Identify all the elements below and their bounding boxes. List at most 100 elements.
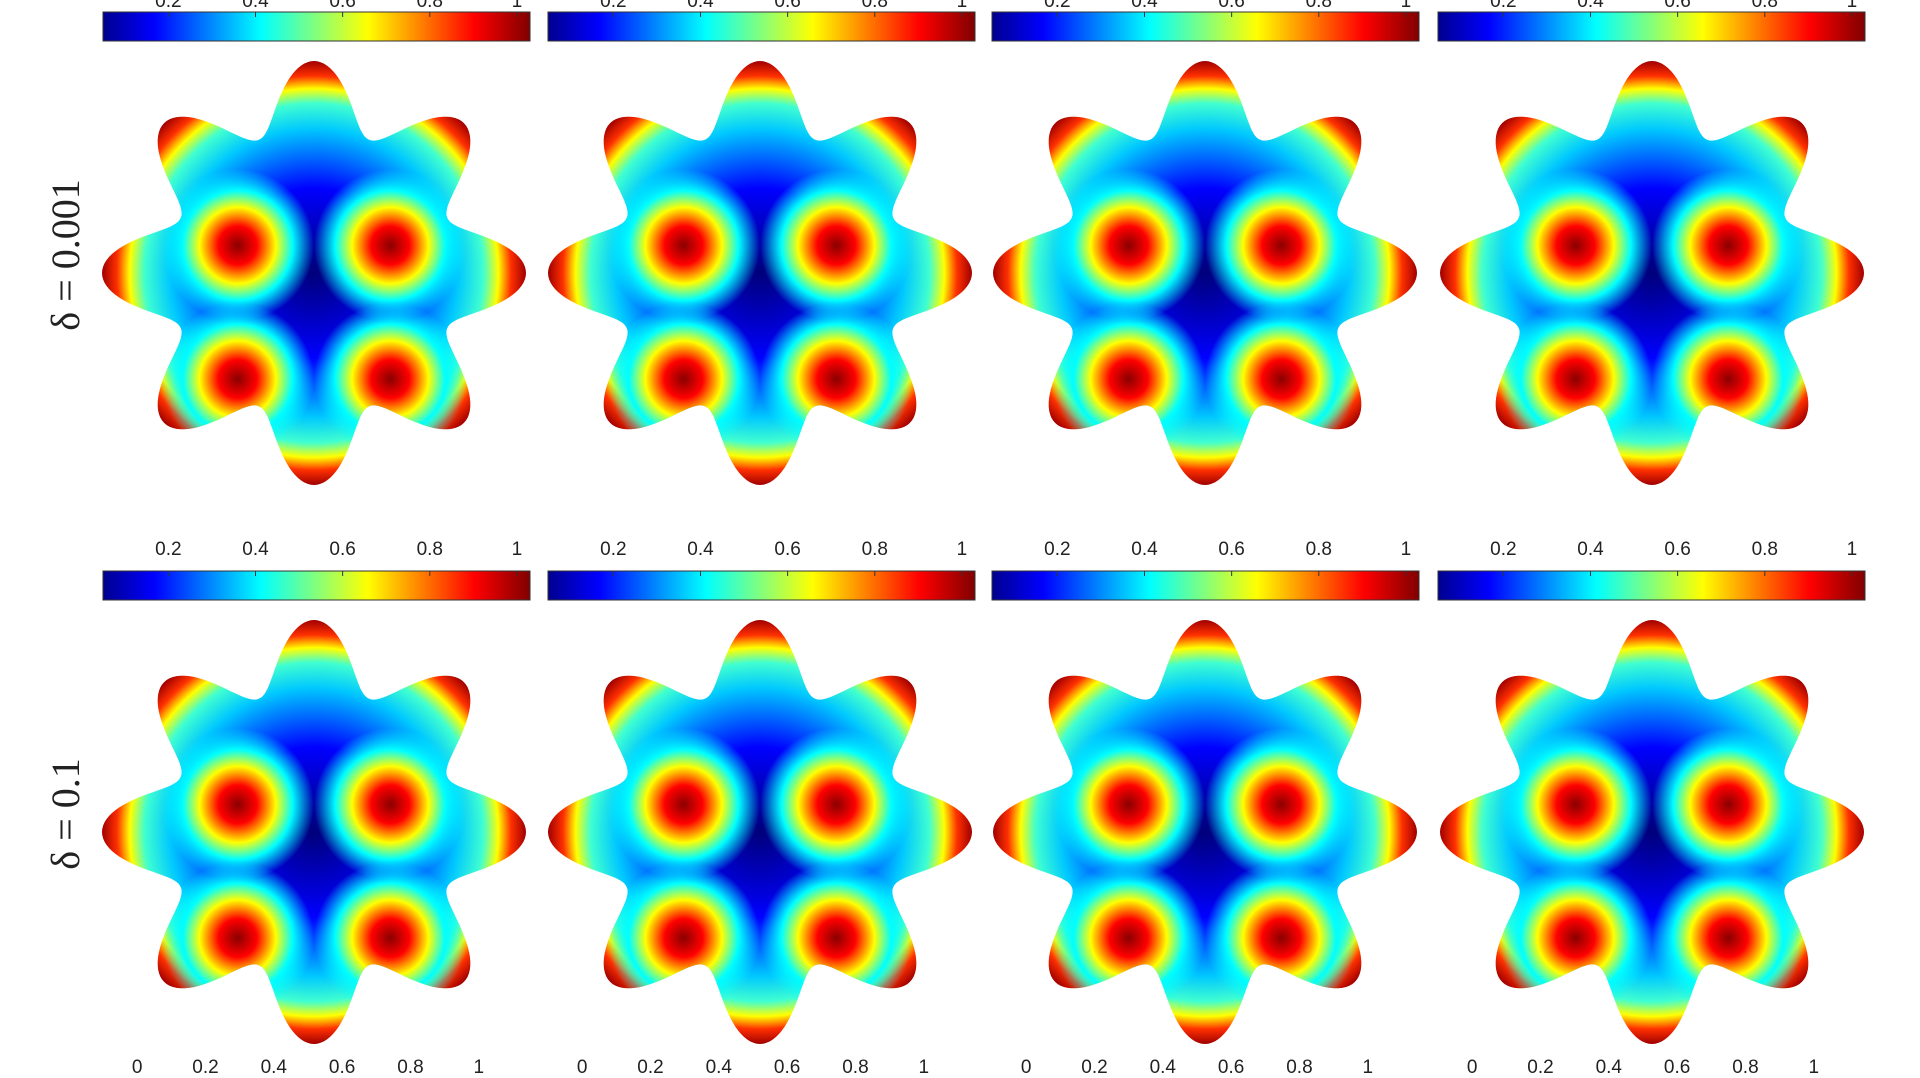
colorbar-tick-label: 0.8 (1306, 0, 1332, 12)
field-spot (1499, 728, 1653, 881)
colorbar (1437, 11, 1866, 42)
colorbar-tick-label: 0.8 (842, 1057, 868, 1078)
colorbar-tick-label: 0.4 (687, 0, 714, 12)
field-spot (161, 302, 314, 456)
field-spot (314, 728, 467, 881)
colorbar-tick-label: 1 (1401, 539, 1412, 560)
heatmap-field (993, 61, 1417, 485)
colorbar-tick-label: 0.2 (1490, 539, 1516, 560)
colorbar-tick-label: 0.2 (155, 0, 181, 12)
field-spot (1205, 861, 1358, 1015)
field-spot (314, 302, 467, 456)
colorbar (547, 570, 976, 601)
colorbar-tick-label: 1 (957, 0, 968, 12)
colorbar-tick-label: 0.2 (1044, 0, 1070, 12)
field-spot (607, 728, 760, 881)
field-spots (1052, 169, 1358, 456)
field-spots (607, 728, 913, 1015)
field-spot (161, 169, 314, 322)
colorbar-tick-label: 0.4 (1131, 539, 1158, 560)
colorbar (1437, 570, 1866, 601)
domain (102, 61, 526, 485)
domain (548, 61, 972, 485)
colorbar-tick-label: 0.6 (329, 539, 355, 560)
colorbar-tick-label: 0.6 (1664, 0, 1690, 12)
field-spot (1052, 302, 1206, 456)
colorbar-tick-label: 0.2 (600, 539, 626, 560)
colorbar-tick-label: 0.4 (1577, 0, 1604, 12)
colorbar-tick-label: 0 (132, 1057, 143, 1078)
colorbar-tick-label: 0.2 (192, 1057, 218, 1078)
colorbar-tick-label: 0.2 (1044, 539, 1070, 560)
heatmap-field (102, 620, 526, 1044)
colorbar-tick-label: 0.6 (774, 1057, 800, 1078)
field-spot (314, 861, 467, 1015)
colorbar-tick-label: 1 (1401, 0, 1412, 12)
colorbar-tick-label: 1 (512, 0, 523, 12)
field-spot (760, 728, 913, 881)
field-spots (161, 169, 467, 456)
heatmap-field (102, 61, 526, 485)
field-spots (607, 169, 913, 456)
colorbar-tick-label: 1 (1808, 1057, 1819, 1078)
colorbar-tick-label: 0.2 (1081, 1057, 1107, 1078)
heatmap-field (1440, 61, 1864, 485)
colorbar-tick-label: 1 (957, 539, 968, 560)
field-spot (314, 169, 467, 322)
colorbar-tick-label: 0.6 (1218, 0, 1244, 12)
field-spot (1205, 169, 1358, 322)
field-spot (760, 169, 913, 322)
field-spot (760, 861, 913, 1015)
colorbar-tick-label: 1 (1847, 539, 1858, 560)
field-spot (607, 302, 760, 456)
colorbar-tick-label: 0.6 (329, 0, 355, 12)
field-spot (760, 302, 913, 456)
colorbar-tick-label: 0.8 (397, 1057, 423, 1078)
field-spot (1205, 728, 1358, 881)
colorbar-tick-label: 0.8 (1306, 539, 1332, 560)
domain (993, 61, 1417, 485)
heatmap-field (548, 620, 972, 1044)
colorbar-tick-label: 1 (1847, 0, 1858, 12)
colorbar-tick-label: 0.2 (637, 1057, 663, 1078)
row-label: δ = 0.1 (43, 758, 88, 869)
field-spot (161, 728, 314, 881)
domain (1440, 620, 1864, 1044)
field-spots (1052, 728, 1358, 1015)
field-spot (607, 861, 760, 1015)
colorbar-tick-label: 0.6 (329, 1057, 355, 1078)
colorbar-tick-label: 0.4 (1596, 1057, 1623, 1078)
field-spot (1052, 728, 1206, 881)
colorbar-tick-label: 0.8 (1286, 1057, 1312, 1078)
colorbar (102, 570, 531, 601)
domain (1440, 61, 1864, 485)
colorbar (102, 11, 531, 42)
heatmap-field (993, 620, 1417, 1044)
field-spots (161, 728, 467, 1015)
colorbar-tick-label: 0.6 (1664, 539, 1690, 560)
colorbar-tick-label: 0.4 (687, 539, 714, 560)
field-spot (1652, 302, 1805, 456)
row-label: δ = 0.001 (43, 179, 88, 330)
field-spot (1652, 728, 1805, 881)
field-spot (1652, 169, 1805, 322)
domain (102, 620, 526, 1044)
colorbar-tick-label: 0.4 (242, 0, 269, 12)
colorbar-tick-label: 0.8 (417, 0, 443, 12)
colorbar (991, 11, 1420, 42)
colorbar-tick-label: 0.6 (774, 0, 800, 12)
colorbar-tick-label: 0.4 (242, 539, 269, 560)
field-spot (1205, 302, 1358, 456)
colorbar-tick-label: 1 (512, 539, 523, 560)
colorbar-tick-label: 0.6 (1218, 1057, 1244, 1078)
field-spots (1499, 169, 1805, 456)
colorbar-tick-label: 0.2 (600, 0, 626, 12)
colorbar-tick-label: 0.8 (862, 539, 888, 560)
field-spot (1052, 861, 1206, 1015)
colorbar-tick-label: 0.6 (1218, 539, 1244, 560)
colorbar-tick-label: 0.4 (1150, 1057, 1177, 1078)
field-spot (1052, 169, 1206, 322)
colorbar-tick-label: 1 (473, 1057, 484, 1078)
